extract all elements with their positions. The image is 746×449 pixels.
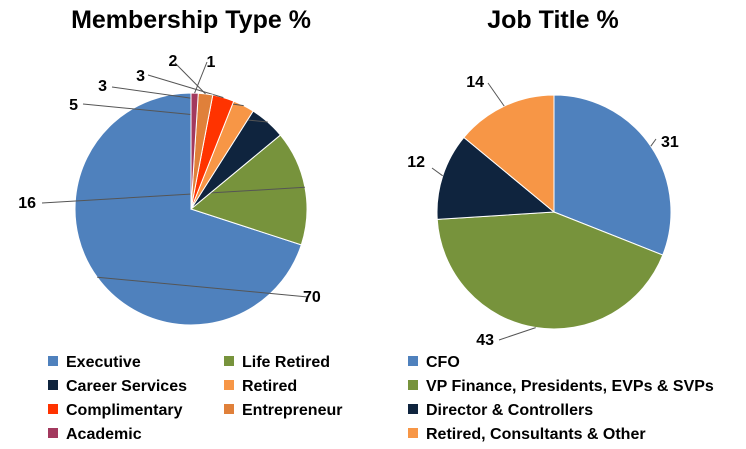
chart-title-membership: Membership Type %	[71, 6, 311, 34]
data-label-retired: 3	[98, 78, 107, 95]
leader-line	[41, 186, 305, 204]
leader-line	[431, 167, 443, 177]
legend-swatch-vp-finance-presidents-evps-svps	[408, 380, 418, 390]
legend-swatch-director-controllers	[408, 404, 418, 414]
leader-line	[650, 138, 657, 147]
data-label-cfo: 31	[661, 134, 679, 151]
data-label-life-retired: 16	[18, 195, 36, 212]
pie-slice-director-controllers	[436, 136, 556, 220]
job-title-legend: CFO VP Finance, Presidents, EVPs & SVPs Di…	[408, 354, 714, 443]
data-label-executive: 70	[303, 289, 321, 306]
data-label-vp-finance-presidents-evps-svps: 43	[476, 332, 494, 349]
membership-pie: 70 16 5 3 3 2 1	[18, 53, 321, 326]
pie-slice-retired-consultants-other	[463, 94, 555, 214]
legend-swatch-academic	[48, 428, 58, 438]
leader-line	[174, 62, 206, 95]
legend-label-entrepreneur: Entrepreneur	[242, 402, 342, 419]
legend-label-academic: Academic	[66, 426, 142, 443]
legend-swatch-retired	[224, 380, 234, 390]
job-title-pie: 31 43 12 14	[407, 74, 679, 349]
leader-line	[147, 74, 224, 99]
legend-label-executive: Executive	[66, 354, 141, 371]
pie-slice-cfo	[553, 94, 672, 256]
leader-line	[498, 327, 536, 341]
data-label-entrepreneur: 2	[169, 53, 178, 70]
legend-label-complimentary: Complimentary	[66, 402, 183, 419]
membership-legend: Executive Life Retired Career Services Reti…	[48, 354, 342, 443]
legend-label-life-retired: Life Retired	[242, 354, 330, 371]
legend-label-retired: Retired	[242, 378, 297, 395]
data-label-director-controllers: 12	[407, 154, 425, 171]
legend-swatch-life-retired	[224, 356, 234, 366]
chart-title-job: Job Title %	[487, 6, 619, 34]
data-label-academic: 1	[207, 54, 216, 71]
legend-label-director-controllers: Director & Controllers	[426, 402, 593, 419]
data-label-career-services: 5	[69, 97, 78, 114]
legend-swatch-executive	[48, 356, 58, 366]
legend-swatch-entrepreneur	[224, 404, 234, 414]
legend-swatch-retired-consultants-other	[408, 428, 418, 438]
legend-label-career-services: Career Services	[66, 378, 187, 395]
legend-label-cfo: CFO	[426, 354, 460, 371]
legend-label-vp-finance-presidents-evps-svps: VP Finance, Presidents, EVPs & SVPs	[426, 378, 714, 395]
data-label-complimentary: 3	[136, 68, 145, 85]
leader-line	[487, 82, 505, 107]
legend-swatch-complimentary	[48, 404, 58, 414]
legend-label-retired-consultants-other: Retired, Consultants & Other	[426, 426, 646, 443]
data-label-retired-consultants-other: 14	[466, 74, 484, 91]
legend-swatch-career-services	[48, 380, 58, 390]
legend-swatch-cfo	[408, 356, 418, 366]
leader-line	[194, 61, 208, 94]
pie-slice-vp-finance-presidents-evps-svps	[436, 211, 664, 330]
leader-line	[97, 276, 309, 298]
